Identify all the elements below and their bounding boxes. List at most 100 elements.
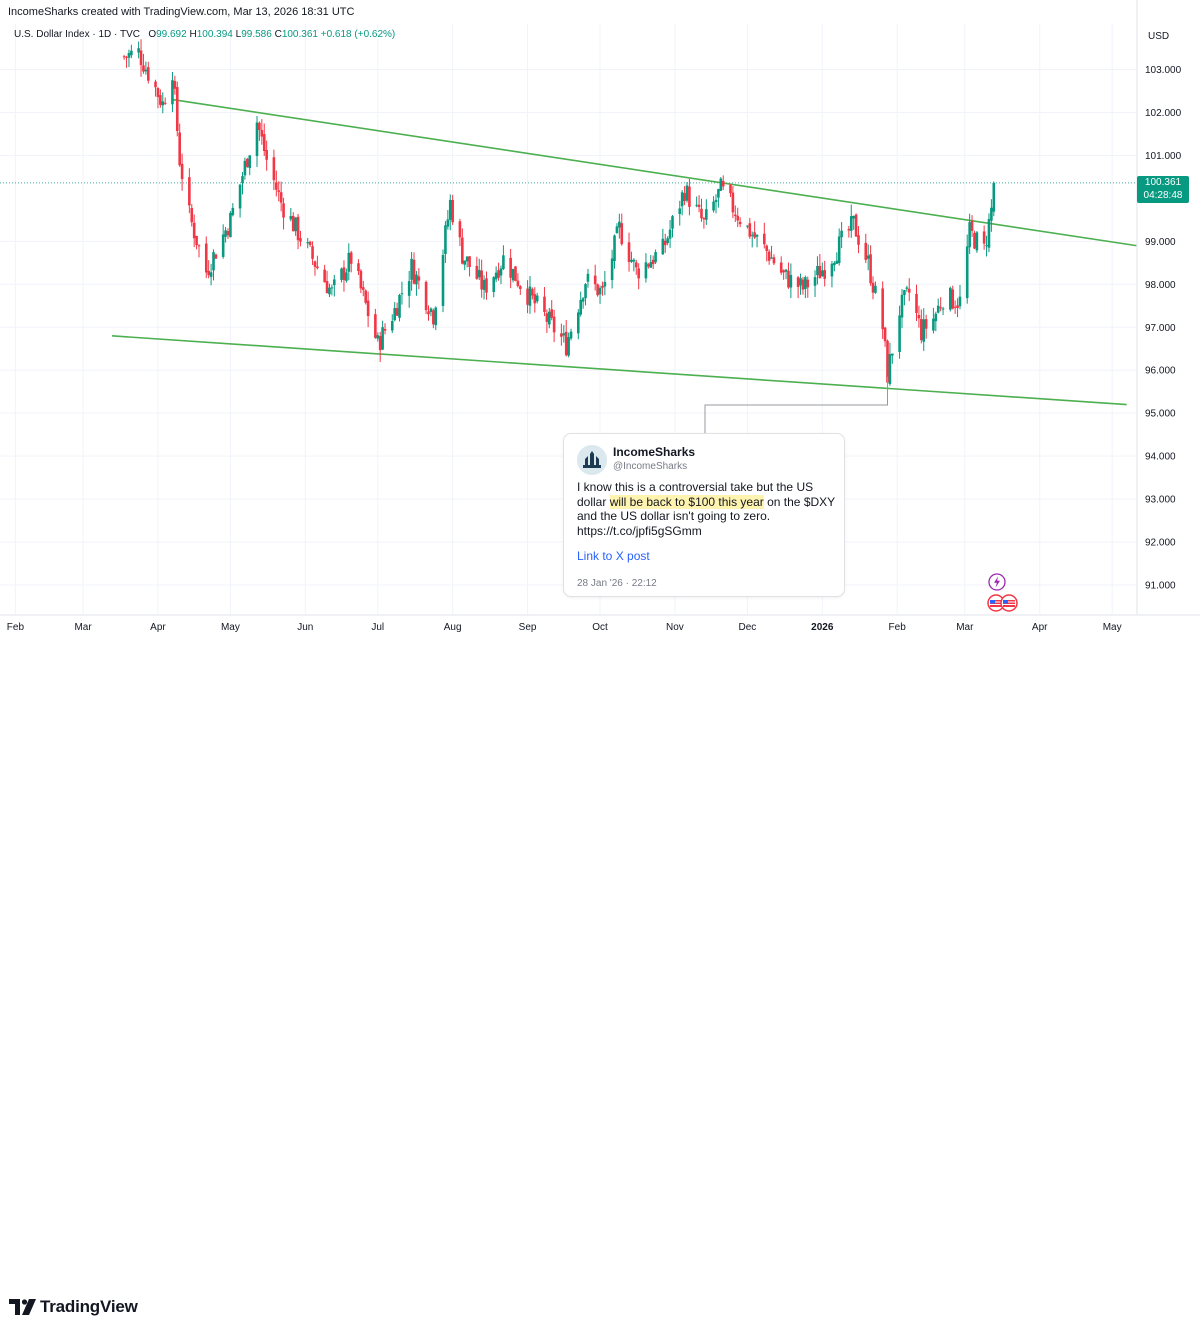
candle-body — [767, 251, 771, 261]
candle-body — [241, 176, 244, 184]
candle-body — [178, 132, 181, 166]
candle-body — [975, 232, 979, 251]
tweet-author-name[interactable]: IncomeSharks — [613, 445, 696, 459]
candle-body — [279, 192, 283, 203]
connector-line — [704, 376, 889, 433]
time-tick-label: Oct — [592, 622, 608, 633]
candle-body — [613, 235, 616, 262]
us-flag-event-icon[interactable] — [987, 594, 1019, 612]
candle-body — [941, 308, 945, 310]
time-axis[interactable]: Feb Mar Apr May Jun Jul Aug Sep Oct Nov Dec 2026 Feb… — [0, 614, 1200, 633]
candle-body — [813, 277, 817, 286]
candle-body — [277, 190, 281, 192]
change-value: +0.618 (+0.62%) — [320, 29, 396, 40]
candle-body — [992, 182, 996, 212]
candle-body — [835, 260, 839, 264]
candle-body — [804, 277, 807, 290]
candle-body — [654, 252, 657, 263]
candle-body — [770, 257, 773, 259]
price-tick-label: 102.000 — [1145, 108, 1182, 119]
candle-body — [949, 287, 952, 310]
candle-body — [852, 215, 855, 219]
candle-body — [714, 199, 718, 203]
candle-body — [289, 216, 293, 220]
candle-body — [666, 238, 669, 243]
time-tick-label: Jun — [297, 622, 313, 633]
high-label: H — [189, 29, 197, 40]
candle-body — [680, 192, 684, 207]
lightning-event-icon[interactable] — [988, 573, 1006, 591]
tweet-card[interactable]: IncomeSharks @IncomeSharks I know this i… — [563, 433, 845, 597]
candle-body — [485, 278, 488, 293]
candle-body — [823, 270, 826, 279]
candle-body — [685, 185, 689, 201]
candle-body — [847, 228, 851, 231]
candle-body — [226, 231, 230, 236]
candle-body — [308, 241, 312, 245]
candle-body — [661, 238, 665, 255]
price-tick-label: 101.000 — [1145, 151, 1182, 162]
link-to-x-post[interactable]: Link to X post — [577, 549, 650, 563]
candle-body — [340, 268, 343, 280]
candle-body — [499, 268, 503, 276]
candle-body — [511, 268, 515, 281]
candle-body — [531, 289, 534, 296]
candle-body — [953, 306, 957, 308]
candle-body — [122, 56, 126, 58]
candle-body — [357, 263, 360, 272]
low-label: L — [235, 29, 242, 40]
candle-body — [272, 157, 276, 181]
candle-body — [886, 340, 889, 383]
price-axis[interactable]: 103.000 102.000 101.000 99.000 98.000 97.000 9… — [1136, 0, 1182, 614]
chart-credit: IncomeSharks created with TradingView.co… — [8, 6, 355, 18]
candle-body — [731, 192, 735, 213]
candle-body — [871, 282, 875, 293]
candle-body — [311, 246, 314, 259]
candle-body — [374, 314, 377, 338]
candle-body — [801, 279, 805, 290]
time-tick-label: Nov — [666, 622, 684, 633]
candle-body — [197, 245, 201, 247]
open-label: O — [148, 29, 157, 40]
candle-body — [712, 201, 715, 211]
candle-body — [688, 186, 691, 207]
currency-label[interactable]: USD — [1148, 31, 1170, 42]
candle-body — [458, 221, 462, 238]
time-tick-label: Dec — [738, 622, 756, 633]
candle-body — [417, 276, 421, 281]
top-bar: IncomeSharks created with TradingView.co… — [0, 0, 1200, 24]
candle-body — [407, 281, 411, 296]
candle-body — [915, 293, 918, 314]
candle-body — [415, 274, 418, 285]
candle-body — [214, 254, 218, 259]
candle-body — [736, 215, 740, 221]
candle-body — [779, 262, 783, 273]
avatar — [577, 445, 607, 475]
candle-body — [678, 208, 682, 214]
candle-body — [702, 218, 706, 220]
candle-body — [869, 254, 872, 284]
price-tick-label: 97.000 — [1145, 323, 1176, 334]
candle-body — [973, 232, 976, 249]
tweet-text: I know this is a controversial take but … — [577, 480, 837, 538]
candle-body — [313, 261, 317, 267]
price-chart[interactable]: 103.000 102.000 101.000 99.000 98.000 97.000 9… — [0, 0, 1200, 645]
candle-body — [987, 219, 991, 248]
candle-body — [907, 288, 911, 293]
candle-body — [156, 88, 160, 98]
candle-body — [366, 300, 370, 317]
candle-body — [345, 272, 348, 281]
candle-body — [784, 269, 788, 272]
candle-body — [294, 217, 297, 232]
candle-body — [400, 293, 404, 295]
candle-body — [982, 231, 986, 244]
tweet-author-handle[interactable]: @IncomeSharks — [613, 461, 688, 472]
time-tick-label: Feb — [889, 622, 907, 633]
candle-body — [903, 290, 906, 296]
candle-body — [492, 277, 496, 292]
candle-body — [564, 331, 568, 356]
candle-body — [154, 81, 157, 88]
candle-body — [231, 207, 235, 216]
candle-body — [494, 272, 498, 280]
candle-body — [883, 327, 887, 342]
